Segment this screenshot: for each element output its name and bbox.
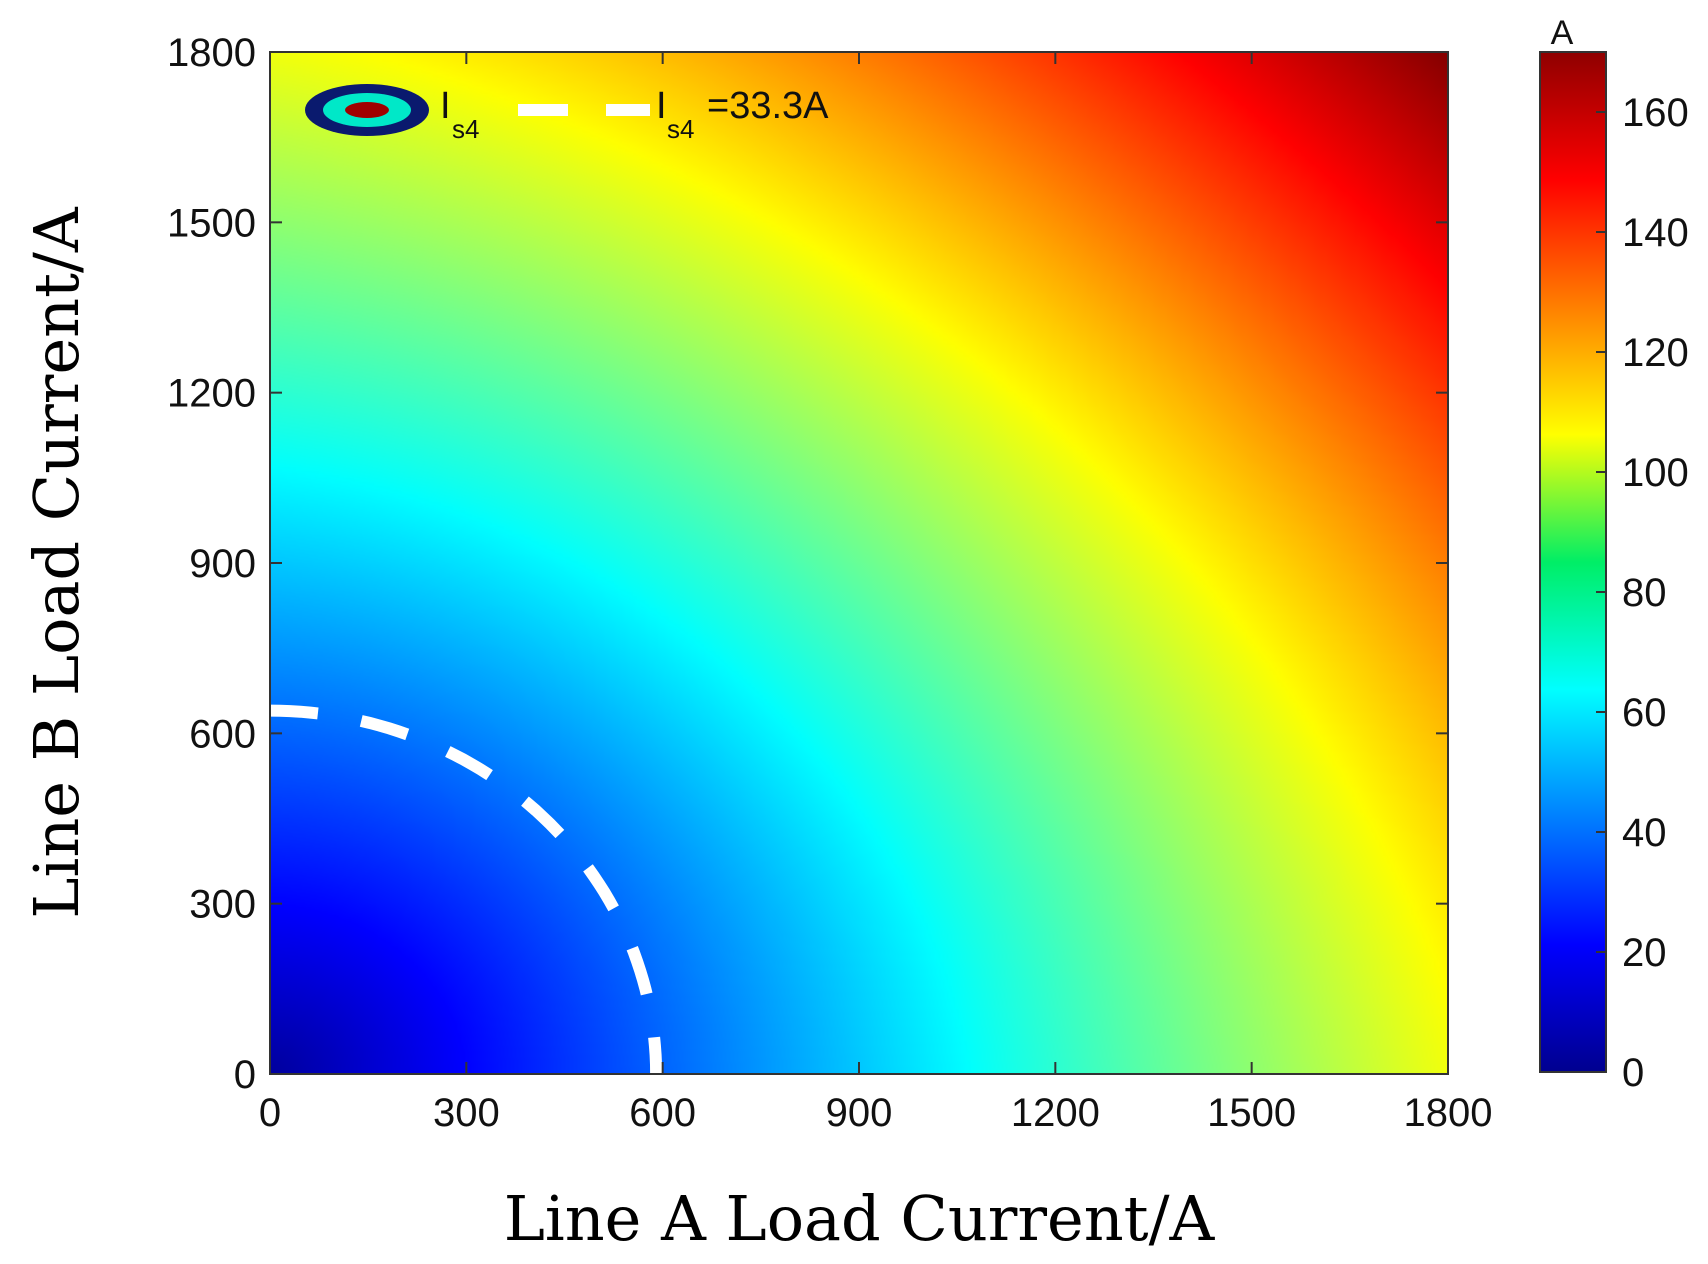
x-tick-label: 0 xyxy=(259,1091,281,1135)
legend-entry-2-suffix: =33.3A xyxy=(707,85,829,127)
legend-entry-1-sub: s4 xyxy=(452,114,479,144)
x-tick-label: 300 xyxy=(433,1091,500,1135)
y-tick-label: 900 xyxy=(189,542,256,586)
x-tick-label: 600 xyxy=(629,1091,696,1135)
y-tick-label: 1200 xyxy=(167,372,256,416)
colorbar-tick-label: 120 xyxy=(1622,331,1689,375)
colorbar-tick-label: 80 xyxy=(1622,571,1667,615)
colorbar-tick-label: 0 xyxy=(1622,1051,1644,1095)
x-tick-label: 1500 xyxy=(1207,1091,1296,1135)
x-tick-label: 1800 xyxy=(1404,1091,1493,1135)
x-tick-label: 900 xyxy=(826,1091,893,1135)
colorbar-ticks: 0 20 40 60 80 100 120 140 160 xyxy=(1596,91,1689,1095)
contour-line-33-3A xyxy=(270,704,663,1074)
y-tick-label: 0 xyxy=(234,1053,256,1097)
y-tick-label: 600 xyxy=(189,712,256,756)
y-tick-label: 1800 xyxy=(167,31,256,75)
colorbar-tick-label: 160 xyxy=(1622,91,1689,135)
x-axis-label: Line A Load Current/A xyxy=(504,1182,1216,1255)
legend-contour-swatch-inner xyxy=(345,102,389,118)
colorbar-tick-label: 100 xyxy=(1622,451,1689,495)
colorbar-tick-label: 140 xyxy=(1622,211,1689,255)
colorbar-tick-label: 20 xyxy=(1622,931,1667,975)
y-tick-label: 300 xyxy=(189,883,256,927)
colorbar xyxy=(1539,51,1607,1073)
y-tick-label: 1500 xyxy=(167,201,256,245)
colorbar-unit: A xyxy=(1551,14,1574,52)
x-tick-label: 1200 xyxy=(1011,1091,1100,1135)
legend-entry-1-main: I xyxy=(440,85,451,127)
heatmap-field xyxy=(270,52,1448,1074)
legend-entry-2-sub: s4 xyxy=(667,114,694,144)
y-axis: 0 300 600 900 1200 1500 1800 xyxy=(167,31,1448,1097)
colorbar-tick-label: 60 xyxy=(1622,691,1667,735)
legend: I s4 I s4 =33.3A xyxy=(305,84,829,144)
colorbar-tick-label: 40 xyxy=(1622,811,1667,855)
y-axis-label: Line B Load Current/A xyxy=(20,206,93,919)
legend-entry-2-main: I xyxy=(656,85,667,127)
x-axis: 0 300 600 900 1200 1500 1800 xyxy=(259,52,1493,1135)
